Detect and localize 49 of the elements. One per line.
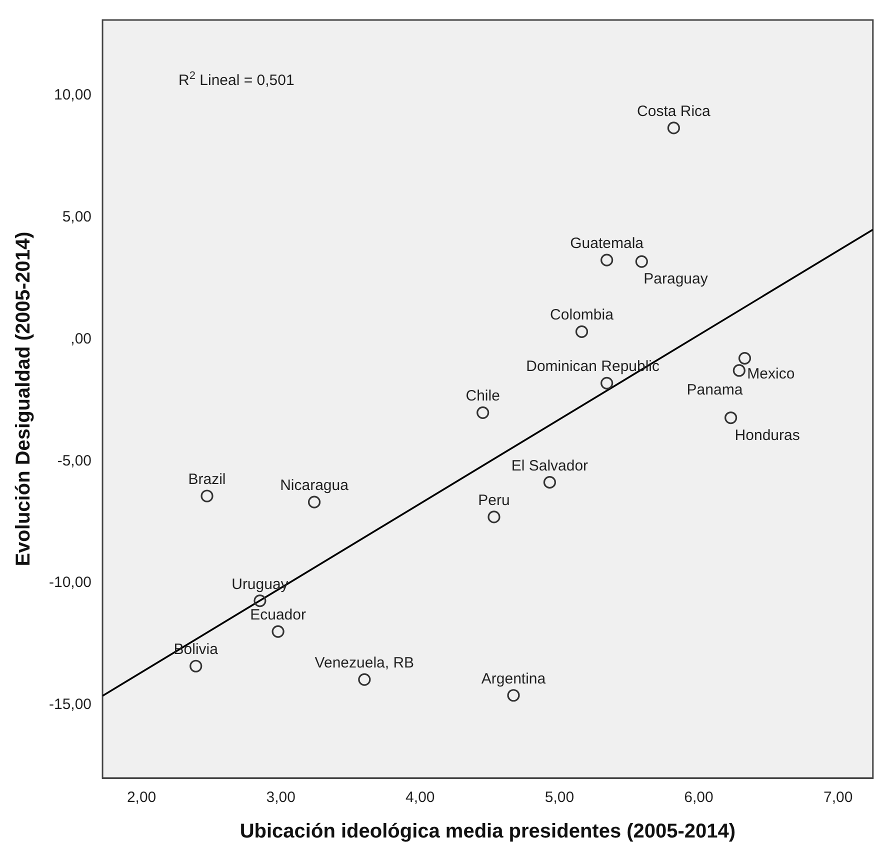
annotation: Nicaragua <box>280 477 350 494</box>
point <box>272 625 284 638</box>
point <box>575 325 588 338</box>
annotation: Brazil <box>188 471 226 488</box>
y-axis-title: Evolución Desigualdad (2005-2014) <box>12 232 35 566</box>
point <box>600 254 614 266</box>
annotation: Ecuador <box>250 606 306 624</box>
annotation: Bolivia <box>174 641 219 658</box>
point <box>254 594 266 608</box>
point <box>308 496 321 508</box>
annotation: Paraguay <box>644 270 708 288</box>
annotation: Mexico <box>747 365 795 382</box>
annotation: Argentina <box>481 670 546 688</box>
point <box>724 411 738 424</box>
y-tick-label: 10,00 <box>54 86 92 104</box>
annotation: Guatemala <box>570 235 644 252</box>
y-tick-label: -10,00 <box>48 574 92 592</box>
annotation: Uruguay <box>232 576 289 593</box>
x-axis-title: Ubicación ideológica media presidentes (2005-2014) <box>240 820 736 843</box>
point <box>600 376 614 390</box>
annotation: Venezuela, RB <box>314 654 414 672</box>
x-tick-label: 2,00 <box>126 789 156 806</box>
point <box>543 476 556 489</box>
x-tick-label: 5,00 <box>544 789 574 806</box>
annotation: El Salvador <box>511 457 588 474</box>
point <box>507 689 520 702</box>
x-tick-label: 4,00 <box>406 789 435 806</box>
annotation: Colombia <box>550 306 614 324</box>
point <box>190 660 202 672</box>
point <box>200 490 214 502</box>
annotation: Panama <box>686 381 744 398</box>
point <box>635 255 648 268</box>
annotation: Chile <box>466 388 500 405</box>
annotation: Peru <box>478 492 510 509</box>
y-tick-label: 5,00 <box>62 208 92 226</box>
y-tick-label: -5,00 <box>57 452 92 470</box>
y-tick-label: -15,00 <box>48 696 92 714</box>
point <box>732 364 746 377</box>
point <box>667 122 680 134</box>
annotation: Costa Rica <box>637 102 712 120</box>
point <box>488 510 500 524</box>
point <box>358 673 371 686</box>
x-tick-label: 3,00 <box>266 789 296 806</box>
y-tick-label: ,00 <box>70 330 92 348</box>
point <box>476 406 490 419</box>
point <box>738 352 752 365</box>
annotation: Honduras <box>734 426 800 444</box>
x-tick-label: 7,00 <box>823 789 853 806</box>
x-tick-label: 6,00 <box>684 789 714 806</box>
